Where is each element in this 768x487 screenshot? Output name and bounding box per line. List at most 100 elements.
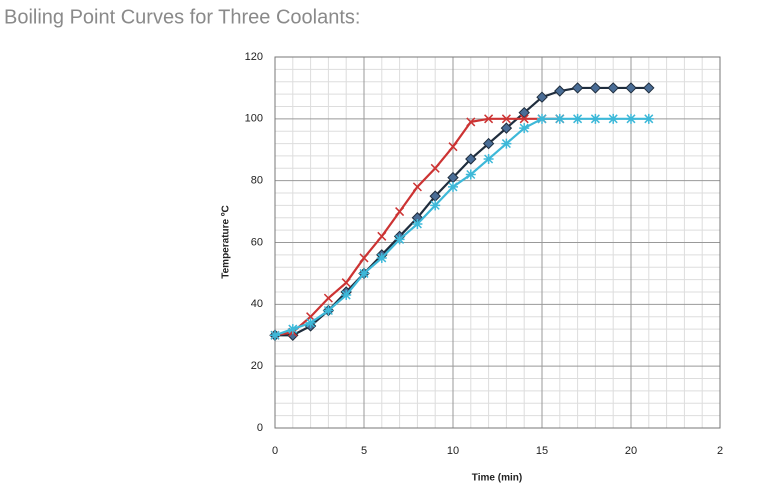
point-marker (589, 82, 602, 94)
cross (341, 278, 351, 288)
star (626, 113, 636, 124)
star (501, 138, 512, 149)
y-tick-label: 0 (257, 422, 263, 434)
point-marker (448, 142, 458, 152)
plot-border (274, 56, 721, 429)
point-marker (394, 234, 405, 245)
point-marker (500, 122, 513, 134)
x-tick-label: 0 (272, 445, 278, 457)
y-tick-label: 100 (245, 113, 263, 125)
point-marker (376, 252, 387, 263)
star (519, 123, 530, 134)
point-marker (430, 200, 441, 211)
point-marker (430, 163, 440, 173)
y-tick-label: 80 (251, 175, 263, 187)
x-tick-label: 5 (361, 445, 367, 457)
star (608, 113, 619, 124)
star (643, 113, 654, 124)
point-marker (270, 330, 280, 341)
point-marker (537, 113, 547, 124)
x-axis-label: Time (min) (472, 473, 522, 484)
point-marker (643, 113, 654, 124)
point-marker (323, 305, 334, 316)
diamond (571, 82, 584, 94)
diamond (482, 137, 495, 150)
point-marker (519, 123, 530, 134)
series-line (274, 117, 649, 337)
point-marker (412, 182, 422, 192)
point-marker (341, 290, 352, 301)
diamond (554, 85, 566, 97)
point-marker (501, 114, 511, 124)
cross (519, 114, 529, 124)
point-marker (341, 278, 351, 288)
star (448, 181, 458, 192)
diamond (643, 82, 655, 94)
point-marker (483, 154, 494, 165)
star (270, 330, 280, 341)
point-marker (571, 82, 584, 94)
point-marker (643, 82, 655, 94)
point-marker (465, 169, 476, 180)
point-marker (518, 106, 530, 119)
point-marker (626, 113, 636, 124)
star (394, 234, 405, 245)
point-marker (482, 137, 495, 150)
x-tick-label: 2 (717, 445, 723, 457)
star (483, 154, 494, 165)
y-tick-label: 60 (251, 236, 263, 248)
star (537, 113, 547, 124)
star (323, 305, 334, 316)
point-marker (501, 138, 512, 149)
diamond (589, 82, 602, 94)
x-tick-label: 20 (625, 445, 637, 457)
star (590, 113, 601, 124)
point-marker (377, 231, 387, 241)
y-tick-label: 120 (245, 51, 263, 63)
diamond (536, 91, 548, 103)
star (305, 317, 316, 328)
point-marker (323, 293, 333, 303)
y-axis-label: Temperature ºC (221, 205, 232, 279)
cross (359, 253, 369, 263)
cross (484, 114, 494, 124)
star (376, 252, 387, 263)
x-tick-label: 10 (447, 445, 459, 457)
cross (501, 114, 511, 124)
star (430, 200, 441, 211)
diamond (500, 122, 513, 134)
star (412, 218, 423, 229)
cross (466, 117, 476, 127)
point-marker (572, 113, 583, 124)
point-marker (395, 207, 405, 217)
x-tick-label: 15 (536, 445, 548, 457)
diamond (465, 153, 477, 165)
star (341, 290, 352, 301)
star (287, 324, 298, 335)
diamond (625, 82, 637, 94)
diamond (518, 106, 530, 119)
cross (448, 142, 458, 152)
cross (323, 293, 333, 303)
point-marker (359, 253, 369, 263)
y-tick-label: 20 (251, 360, 263, 372)
cross (412, 182, 422, 192)
point-marker (608, 113, 619, 124)
star (554, 113, 565, 124)
page-title: Boiling Point Curves for Three Coolants: (4, 6, 360, 28)
star (572, 113, 583, 124)
point-marker (412, 218, 423, 229)
y-tick-label: 40 (251, 298, 263, 310)
cross (430, 163, 440, 173)
point-marker (554, 85, 566, 97)
point-marker (466, 117, 476, 127)
point-marker (287, 324, 298, 335)
point-marker (554, 113, 565, 124)
point-marker (625, 82, 637, 94)
point-marker (607, 82, 619, 94)
cross (395, 207, 405, 217)
star (465, 169, 476, 180)
point-marker (465, 153, 477, 165)
diamond (607, 82, 619, 94)
